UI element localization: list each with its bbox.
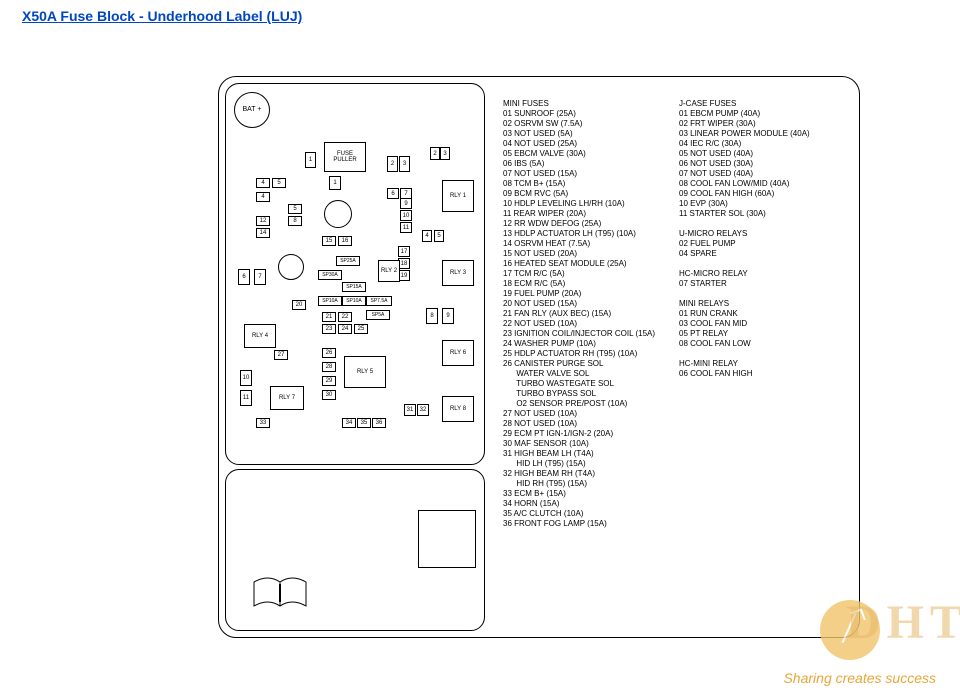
fuse-block-outer: BAT + FUSE PULLER12323145674589101112141… [218,76,860,638]
fuse-slot: 26 [322,348,336,358]
fuse-slot: 14 [256,228,270,238]
fuse-slot: 20 [292,300,306,310]
fuse-puller: FUSE PULLER [324,142,366,172]
sp-box: SP25A [336,256,360,266]
fuse-slot: 6 [387,188,399,199]
fuse-slot: 8 [288,216,302,226]
fuse-slot: 21 [322,312,336,322]
fuse-slot: 29 [322,376,336,386]
fuse-slot: 2 [387,156,398,172]
fuse-slot: 10 [400,210,412,221]
fuse-slot: 8 [426,308,438,324]
relay-box: RLY 1 [442,180,474,212]
fuse-slot: 16 [338,236,352,246]
mount-hole [324,200,352,228]
relay-box: RLY 4 [244,324,276,348]
lower-square [418,510,476,568]
relay-box: RLY 2 [378,260,400,282]
sp-box: SP10A [342,296,366,306]
fuse-slot: 35 [357,418,371,428]
fuse-slot: 36 [372,418,386,428]
relay-box: RLY 6 [442,340,474,366]
sp-box: SP30A [318,270,342,280]
fuse-slot: 15 [322,236,336,246]
fuse-slot: 9 [442,308,454,324]
relay-box: RLY 3 [442,260,474,286]
fuse-slot: 24 [338,324,352,334]
bat-circle: BAT + [234,92,270,128]
dht-watermark: DHT [846,595,960,650]
book-icon [250,574,310,612]
fuse-slot: 3 [440,147,450,160]
fuse-slot: 4 [256,192,270,202]
fuse-slot: 17 [398,246,410,257]
sp-box: SP7.5A [366,296,392,306]
fuse-slot: 3 [399,156,410,172]
fuse-slot: 4 [422,230,432,242]
fuse-slot: 1 [329,176,341,190]
fuse-slot: 33 [256,418,270,428]
lower-panel [225,469,485,631]
fuse-slot: 12 [256,216,270,226]
fuse-slot: 6 [238,269,250,285]
fuse-slot: 5 [288,204,302,214]
fuse-slot: 32 [417,404,429,416]
fuse-slot: 5 [434,230,444,242]
fuse-slot: 9 [400,198,412,209]
fuse-slot: 22 [338,312,352,322]
mini-fuses-column: MINI FUSES 01 SUNROOF (25A) 02 OSRVM SW … [503,99,655,529]
fuse-slot: 5 [272,178,286,188]
fuse-slot: 7 [254,269,266,285]
mount-hole [278,254,304,280]
page-title: X50A Fuse Block - Underhood Label (LUJ) [22,8,302,24]
fuse-slot: 25 [354,324,368,334]
sp-box: SP10A [318,296,342,306]
fuse-slot: 23 [322,324,336,334]
upper-panel: BAT + FUSE PULLER12323145674589101112141… [225,83,485,465]
relay-box: RLY 5 [344,356,386,388]
fuse-slot: 2 [430,147,440,160]
fuse-slot: 31 [404,404,416,416]
fuse-slot: 10 [240,370,252,386]
fuse-slot: 27 [274,350,288,360]
fuse-slot: 34 [342,418,356,428]
fuse-slot: 11 [240,390,252,406]
relay-box: RLY 7 [270,386,304,410]
tagline: Sharing creates success [783,670,936,686]
sp-box: SP15A [342,282,366,292]
fuse-slot: 11 [400,222,412,233]
fuse-slot: 1 [305,152,316,168]
sp-box: SP5A [366,310,390,320]
relay-box: RLY 8 [442,396,474,422]
fuse-slot: 28 [322,362,336,372]
fuse-slot: 30 [322,390,336,400]
fuse-slot: 4 [256,178,270,188]
right-column: J-CASE FUSES 01 EBCM PUMP (40A) 02 FRT W… [679,99,810,379]
